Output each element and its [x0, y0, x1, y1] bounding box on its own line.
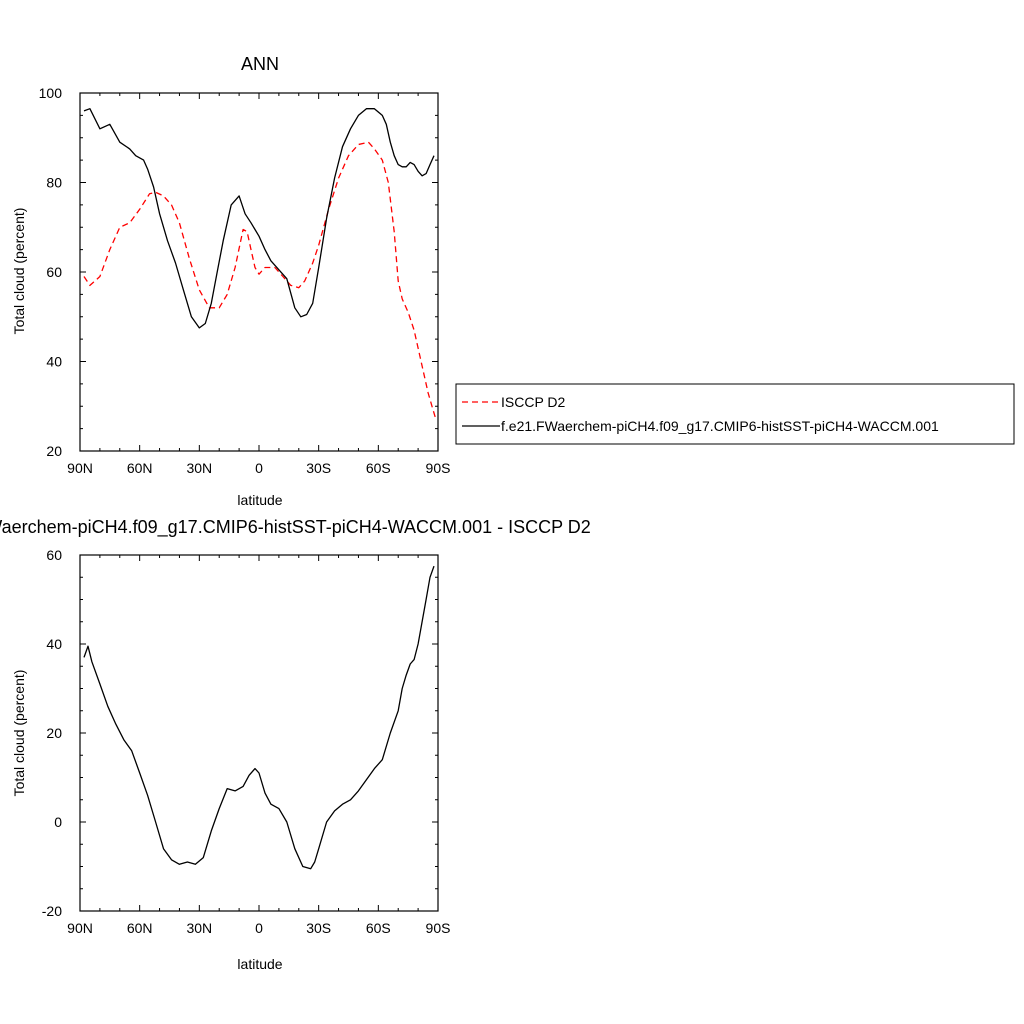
- series-line-model-0: [83, 108, 435, 329]
- y-tick-label: -20: [42, 903, 62, 919]
- y-tick-label: 60: [46, 547, 62, 563]
- y-tick-label: 20: [46, 443, 62, 459]
- x-tick-label: 30S: [306, 460, 331, 476]
- x-tick-label: 90S: [426, 920, 451, 936]
- legend-entry-model: f.e21.FWaerchem-piCH4.f09_g17.CMIP6-hist…: [501, 418, 939, 434]
- top-chart-title: ANN: [241, 54, 279, 74]
- y-tick-label: 20: [46, 725, 62, 741]
- y-tick-label: 100: [39, 85, 63, 101]
- x-tick-label: 0: [255, 460, 263, 476]
- y-tick-label: 60: [46, 264, 62, 280]
- series-line-isccp-0: [83, 141, 437, 420]
- x-tick-label: 60S: [366, 460, 391, 476]
- bottom-plot-frame: [79, 554, 439, 912]
- y-tick-label: 40: [46, 354, 62, 370]
- y-tick-label: 80: [46, 175, 62, 191]
- x-tick-label: 30S: [306, 920, 331, 936]
- top-panel-chart: ANN Total cloud (percent) latitude 90N 60…: [11, 54, 450, 508]
- bottom-chart-y-axis-label: Total cloud (percent): [11, 670, 27, 797]
- x-tick-label: 60S: [366, 920, 391, 936]
- x-tick-label: 90N: [67, 460, 93, 476]
- bottom-chart-title: f.e21.FWaerchem-piCH4.f09_g17.CMIP6-hist…: [0, 517, 591, 538]
- legend: ISCCP D2 f.e21.FWaerchem-piCH4.f09_g17.C…: [455, 383, 1015, 445]
- x-tick-label: 60N: [127, 460, 153, 476]
- legend-box: [455, 383, 1015, 445]
- bottom-panel-chart: f.e21.FWaerchem-piCH4.f09_g17.CMIP6-hist…: [0, 517, 591, 972]
- bottom-chart-x-axis-label: latitude: [237, 956, 282, 972]
- x-tick-label: 90S: [426, 460, 451, 476]
- top-plot-frame: [79, 92, 439, 452]
- x-tick-label: 60N: [127, 920, 153, 936]
- top-chart-x-axis-label: latitude: [237, 492, 282, 508]
- y-tick-label: 0: [54, 814, 62, 830]
- series-line-model-1: [83, 565, 435, 870]
- x-tick-label: 90N: [67, 920, 93, 936]
- x-tick-label: 30N: [186, 920, 212, 936]
- x-tick-label: 30N: [186, 460, 212, 476]
- y-tick-label: 40: [46, 636, 62, 652]
- legend-entry-isccp: ISCCP D2: [501, 394, 566, 410]
- top-chart-y-axis-label: Total cloud (percent): [11, 208, 27, 335]
- x-tick-label: 0: [255, 920, 263, 936]
